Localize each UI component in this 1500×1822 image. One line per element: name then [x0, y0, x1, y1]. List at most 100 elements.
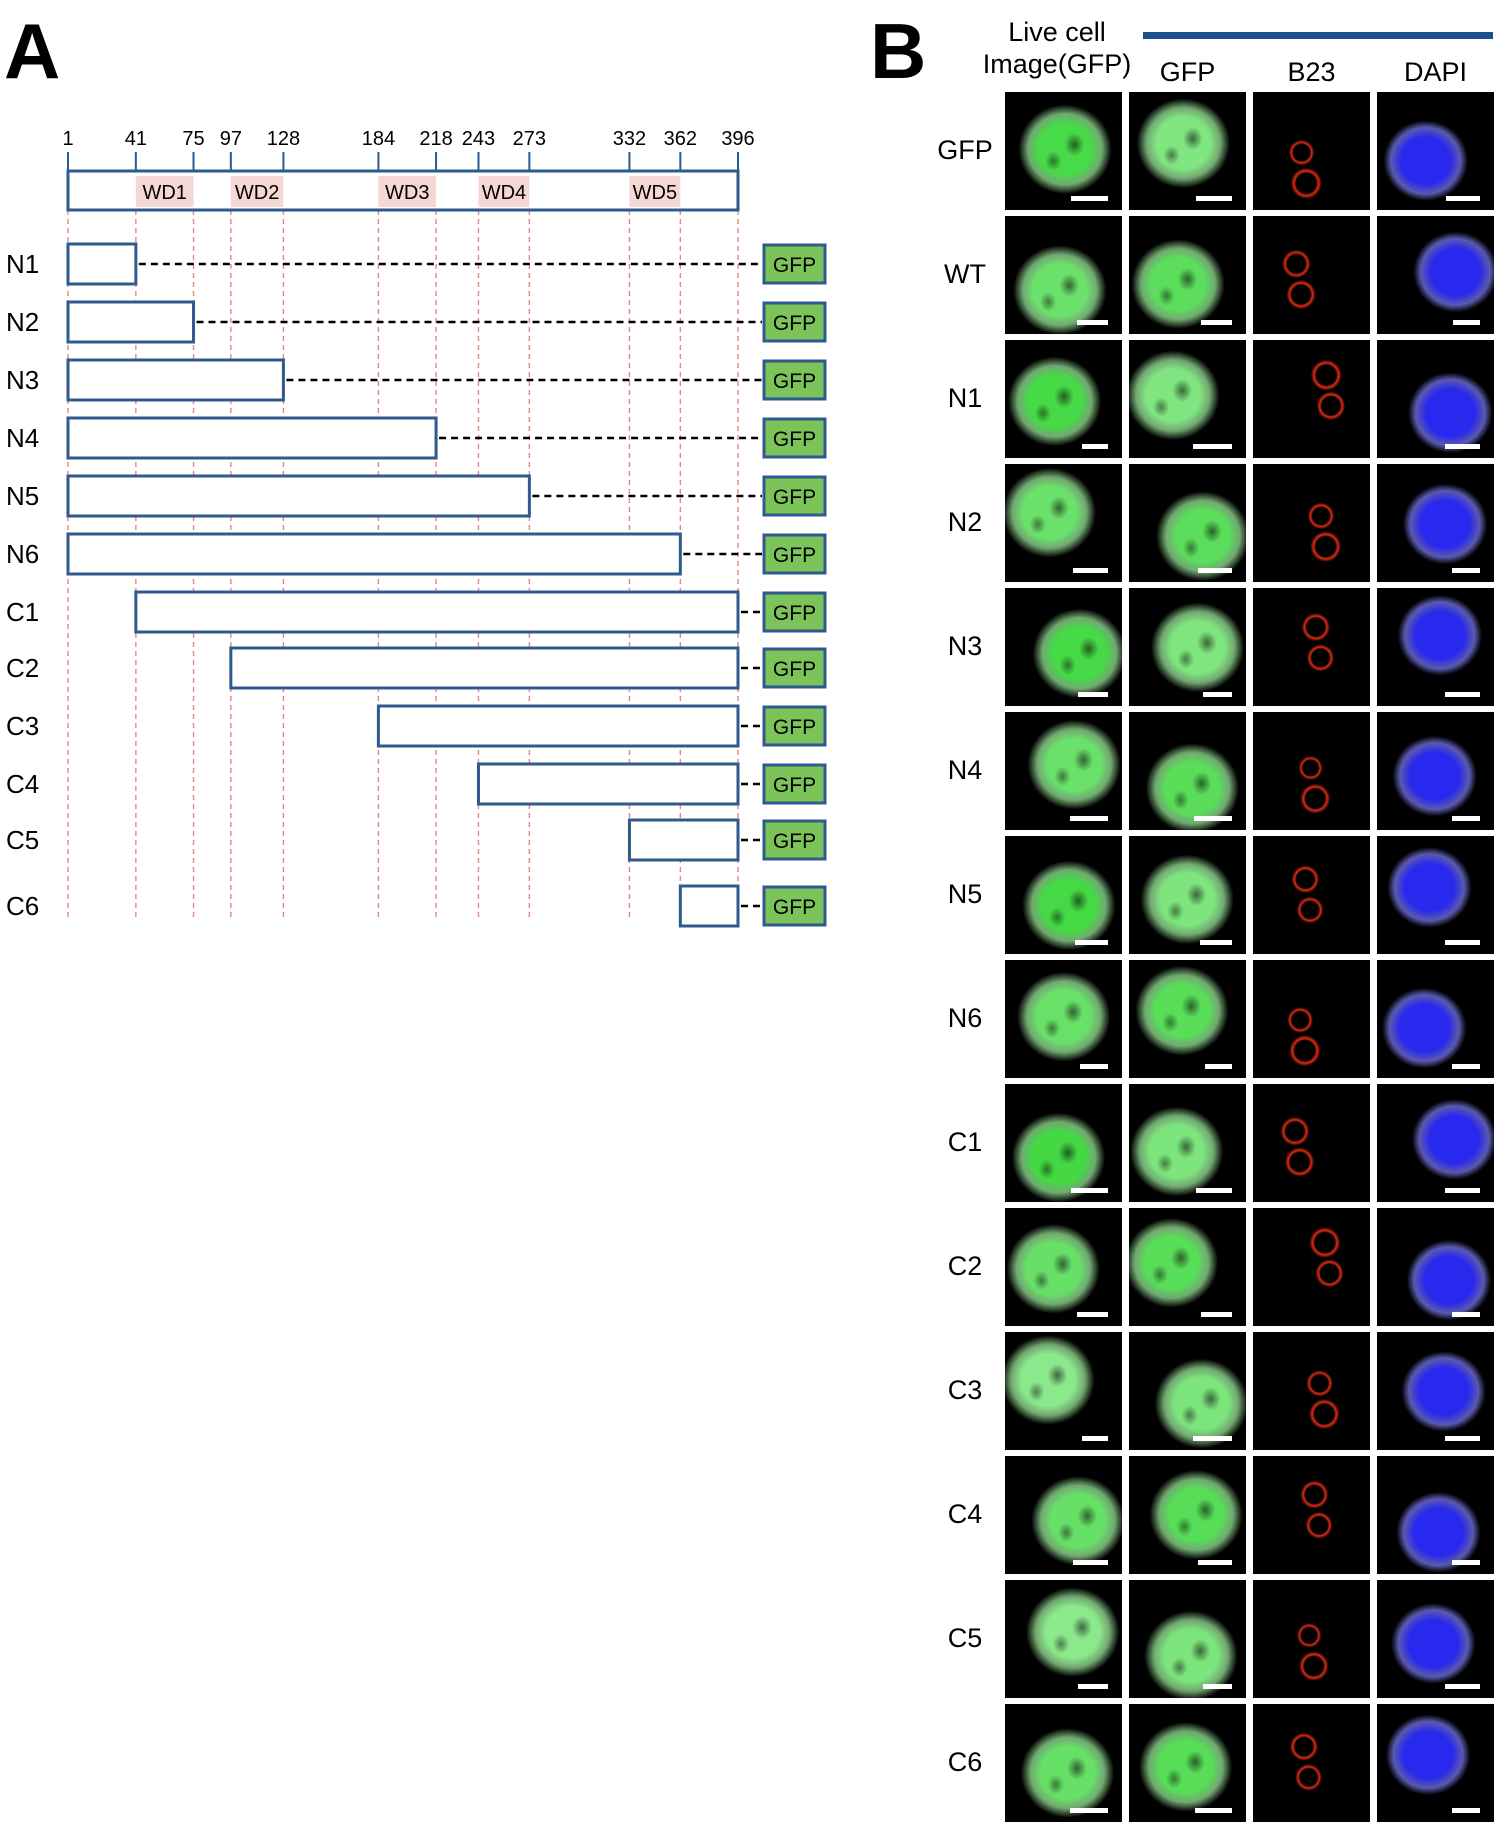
micrograph-n4-dapi	[1377, 712, 1494, 830]
micrograph-c6-b23	[1253, 1704, 1370, 1822]
construct-bar-c5	[627, 818, 740, 862]
micrograph-c2-b23	[1253, 1208, 1370, 1326]
position-label-218: 218	[419, 128, 452, 150]
micrograph-c4-live-gfp	[1005, 1456, 1122, 1574]
micrograph-c6-gfp	[1129, 1704, 1246, 1822]
micrograph-c1-dapi	[1377, 1084, 1494, 1202]
scale-bar	[1203, 1684, 1232, 1689]
row-label-c5: C5	[947, 1623, 983, 1653]
micrograph-n1-live-gfp	[1005, 340, 1122, 458]
position-label-332: 332	[613, 128, 646, 150]
micrograph-n6-gfp	[1129, 960, 1246, 1078]
domain-label-wd5: WD5	[633, 182, 677, 204]
gfp-tag-box-n6	[762, 533, 827, 575]
micrograph-n6-b23	[1253, 960, 1370, 1078]
micrograph-n4-live-gfp	[1005, 712, 1122, 830]
position-label-362: 362	[664, 128, 697, 150]
micrograph-gfp-gfp	[1129, 92, 1246, 210]
domain-box-wd5	[629, 176, 681, 207]
micrograph-c4-b23	[1253, 1456, 1370, 1574]
live-cell-header: Live cell Image(GFP)	[982, 17, 1132, 80]
scale-bar	[1077, 1312, 1108, 1317]
scale-bar	[1445, 444, 1480, 449]
scale-bar	[1196, 1188, 1232, 1193]
micrograph-wt-b23	[1253, 216, 1370, 334]
domain-box-wd2	[230, 176, 284, 207]
fixed-cell-header-bar	[1143, 32, 1493, 39]
row-label-n4: N4	[947, 755, 983, 785]
micrograph-n3-gfp	[1129, 588, 1246, 706]
domain-label-wd4: WD4	[482, 182, 526, 204]
scale-bar	[1445, 1684, 1480, 1689]
position-label-243: 243	[462, 128, 495, 150]
gfp-tag-label-n5: GFP	[773, 486, 816, 509]
scale-bar	[1073, 568, 1108, 573]
gfp-tag-box-n1	[762, 243, 827, 285]
micrograph-wt-live-gfp	[1005, 216, 1122, 334]
position-label-396: 396	[721, 128, 754, 150]
construct-label-c5: C5	[6, 825, 39, 855]
scale-bar	[1452, 816, 1480, 821]
construct-label-n6: N6	[6, 539, 39, 569]
micrograph-c5-live-gfp	[1005, 1580, 1122, 1698]
micrograph-c2-dapi	[1377, 1208, 1494, 1326]
construct-bar-n1	[66, 242, 138, 286]
micrograph-n1-gfp	[1129, 340, 1246, 458]
micrograph-c6-live-gfp	[1005, 1704, 1122, 1822]
position-label-128: 128	[267, 128, 300, 150]
scale-bar	[1195, 1808, 1232, 1813]
scale-bar	[1198, 1560, 1232, 1565]
gfp-tag-label-n2: GFP	[773, 312, 816, 335]
position-label-273: 273	[513, 128, 546, 150]
column-header-b23: B23	[1287, 57, 1336, 87]
scale-bar	[1082, 1436, 1108, 1441]
gfp-tag-label-n3: GFP	[773, 370, 816, 393]
scale-bar	[1452, 1312, 1480, 1317]
position-label-75: 75	[182, 128, 204, 150]
construct-label-n4: N4	[6, 423, 39, 453]
micrograph-c4-gfp	[1129, 1456, 1246, 1574]
scale-bar	[1453, 320, 1480, 325]
domain-box-wd1	[135, 176, 194, 207]
scale-bar	[1073, 1560, 1108, 1565]
construct-label-c4: C4	[6, 769, 39, 799]
construct-bar-c3	[376, 704, 740, 748]
gfp-tag-label-n4: GFP	[773, 428, 816, 451]
row-label-gfp: GFP	[937, 135, 993, 165]
gfp-tag-box-n3	[762, 359, 827, 401]
micrograph-gfp-dapi	[1377, 92, 1494, 210]
scale-bar	[1075, 940, 1108, 945]
scale-bar	[1452, 1808, 1480, 1813]
micrograph-c3-dapi	[1377, 1332, 1494, 1450]
gfp-tag-box-n2	[762, 301, 827, 343]
micrograph-n2-gfp	[1129, 464, 1246, 582]
domain-label-wd1: WD1	[142, 182, 186, 204]
construct-label-c6: C6	[6, 891, 39, 921]
micrograph-c2-gfp	[1129, 1208, 1246, 1326]
scale-bar	[1080, 1064, 1108, 1069]
micrograph-c5-gfp	[1129, 1580, 1246, 1698]
scale-bar	[1200, 940, 1232, 945]
scale-bar	[1445, 1436, 1480, 1441]
micrograph-c4-dapi	[1377, 1456, 1494, 1574]
row-label-n6: N6	[947, 1003, 983, 1033]
scale-bar	[1205, 1064, 1232, 1069]
construct-label-n1: N1	[6, 249, 39, 279]
row-label-c2: C2	[947, 1251, 983, 1281]
position-label-41: 41	[125, 128, 147, 150]
row-label-n5: N5	[947, 879, 983, 909]
gfp-tag-box-c3	[762, 705, 827, 747]
gfp-tag-label-c5: GFP	[773, 830, 816, 853]
micrograph-n5-gfp	[1129, 836, 1246, 954]
micrograph-wt-gfp	[1129, 216, 1246, 334]
row-label-c6: C6	[947, 1747, 983, 1777]
row-label-wt: WT	[944, 259, 986, 289]
scale-bar	[1070, 816, 1108, 821]
micrograph-c2-live-gfp	[1005, 1208, 1122, 1326]
scale-bar	[1071, 196, 1108, 201]
domain-label-wd2: WD2	[235, 182, 279, 204]
micrograph-n3-dapi	[1377, 588, 1494, 706]
micrograph-n5-b23	[1253, 836, 1370, 954]
domain-label-wd3: WD3	[385, 182, 429, 204]
